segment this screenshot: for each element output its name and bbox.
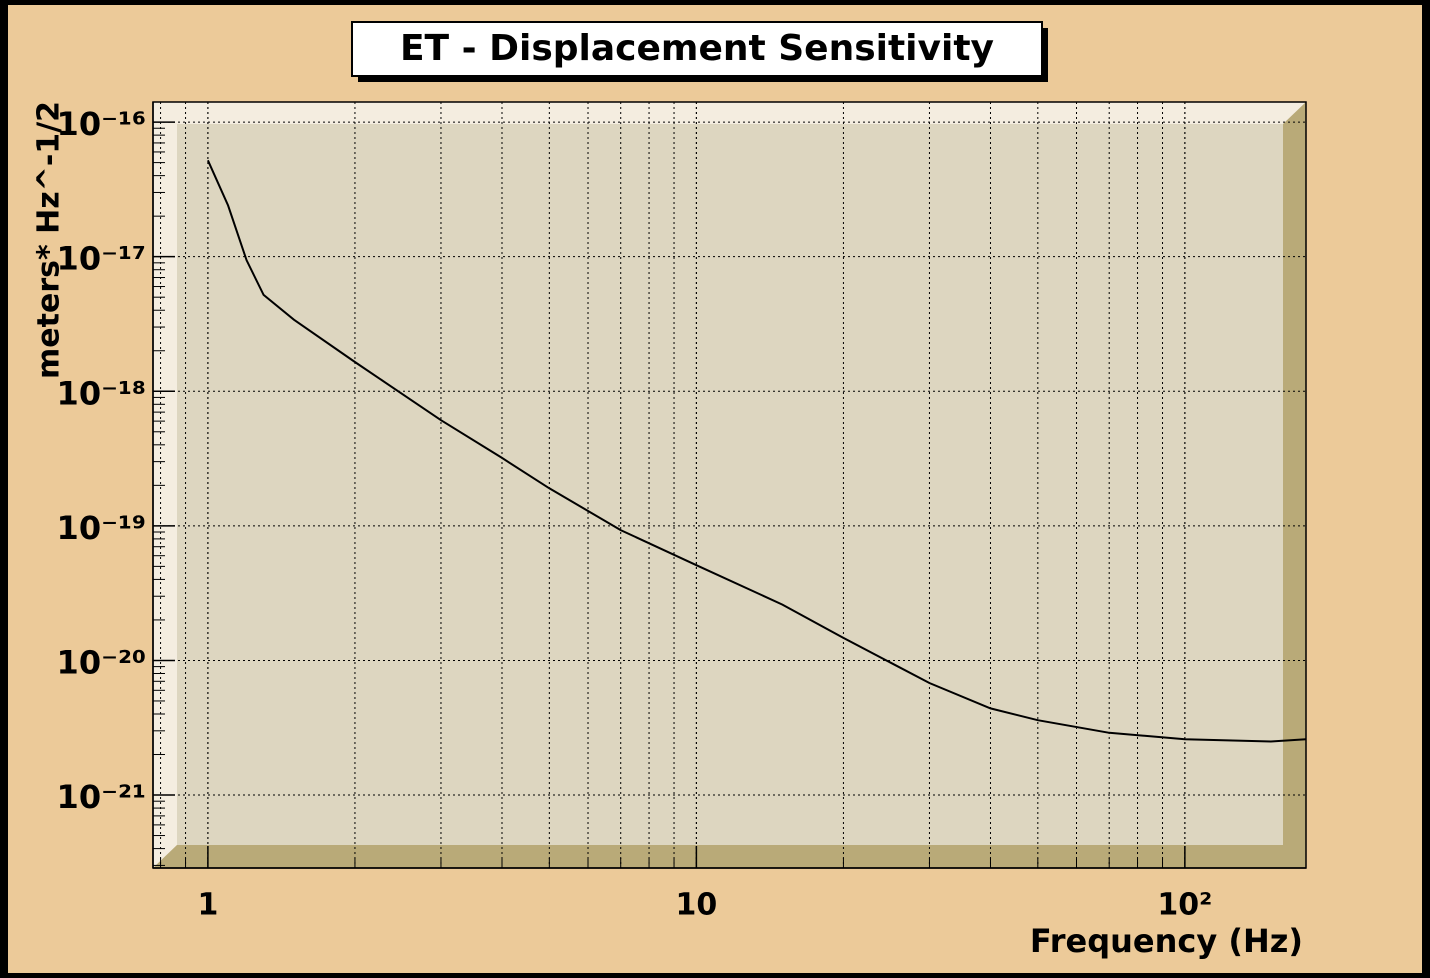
x-tick-label: 10 — [676, 888, 718, 923]
y-tick-label: 10⁻¹⁸ — [57, 374, 146, 412]
frame — [153, 102, 1306, 868]
x-axis-label: Frequency (Hz) — [1030, 922, 1303, 960]
y-tick-label: 10⁻²⁰ — [57, 643, 146, 681]
y-tick-label: 10⁻¹⁶ — [57, 105, 146, 143]
y-tick-label: 10⁻²¹ — [57, 778, 146, 816]
y-tick-label: 10⁻¹⁹ — [57, 509, 146, 547]
y-axis-label: meters* Hz^-1/2 — [32, 101, 67, 379]
chart-title: ET - Displacement Sensitivity — [400, 28, 994, 69]
title-box — [351, 21, 1043, 77]
data-line — [206, 159, 1307, 743]
x-tick-label: 1 — [197, 888, 218, 923]
x-tick-label: 10² — [1157, 888, 1212, 923]
y-tick-label: 10⁻¹⁷ — [57, 240, 146, 278]
frame-border — [152, 101, 1307, 869]
plot-face — [153, 102, 1306, 868]
